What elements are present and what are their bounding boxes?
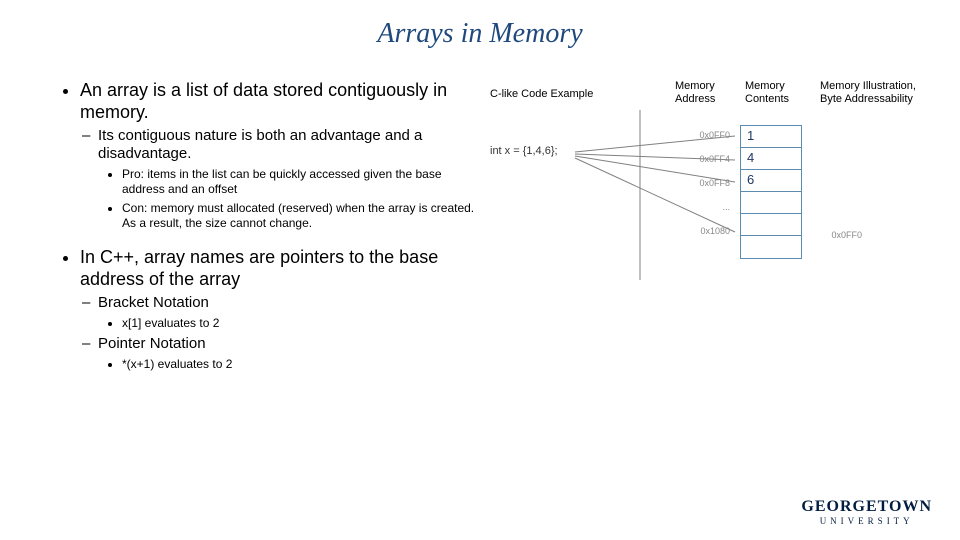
addr-2: 0x0FF8 bbox=[680, 178, 730, 188]
mem-cell-5 bbox=[741, 236, 801, 258]
mem-cell-3 bbox=[741, 192, 801, 214]
bullet-2: In C++, array names are pointers to the … bbox=[80, 247, 480, 372]
bullet-2-2-text: Pointer Notation bbox=[98, 335, 206, 352]
memory-table: 1 4 6 bbox=[740, 125, 802, 259]
bullet-2-1: Bracket Notation x[1] evaluates to 2 bbox=[98, 294, 480, 331]
georgetown-logo: GEORGETOWN UNIVERSITY bbox=[801, 499, 932, 526]
addr-0: 0x0FF0 bbox=[680, 130, 730, 140]
bullet-2-2-a: *(x+1) evaluates to 2 bbox=[122, 357, 480, 372]
bullet-2-2: Pointer Notation *(x+1) evaluates to 2 bbox=[98, 335, 480, 372]
mem-cell-1: 4 bbox=[741, 148, 801, 170]
addr-4: 0x1080 bbox=[680, 226, 730, 236]
header-memory-illustration: Memory Illustration, Byte Addressability bbox=[820, 80, 940, 106]
addr-1: 0x0FF4 bbox=[680, 154, 730, 164]
mem-cell-0: 1 bbox=[741, 126, 801, 148]
pointer-lines bbox=[480, 80, 940, 360]
bullet-2-1-a: x[1] evaluates to 2 bbox=[122, 316, 480, 331]
memory-diagram: C-like Code Example Memory Address Memor… bbox=[480, 80, 940, 360]
mem-cell-2: 6 bbox=[741, 170, 801, 192]
addr-3: ... bbox=[680, 202, 730, 212]
logo-line-1: GEORGETOWN bbox=[801, 499, 932, 515]
code-example: int x = {1,4,6}; bbox=[490, 145, 558, 157]
slide-title: Arrays in Memory bbox=[0, 0, 960, 60]
bullet-1-1-b: Con: memory must allocated (reserved) wh… bbox=[122, 201, 480, 231]
bullet-1-text: An array is a list of data stored contig… bbox=[80, 80, 447, 122]
content-area: An array is a list of data stored contig… bbox=[0, 60, 960, 376]
bullet-1-1: Its contiguous nature is both an advanta… bbox=[98, 127, 480, 231]
bullet-2-1-text: Bracket Notation bbox=[98, 294, 209, 311]
last-cell-pointer-value: 0x0FF0 bbox=[812, 230, 862, 240]
bullet-1: An array is a list of data stored contig… bbox=[80, 80, 480, 231]
bullet-2-text: In C++, array names are pointers to the … bbox=[80, 247, 438, 289]
header-memory-address: Memory Address bbox=[675, 80, 725, 106]
header-memory-contents: Memory Contents bbox=[745, 80, 800, 106]
header-code-example: C-like Code Example bbox=[490, 88, 593, 101]
bullet-1-1-text: Its contiguous nature is both an advanta… bbox=[98, 127, 422, 162]
diagram-column: C-like Code Example Memory Address Memor… bbox=[480, 80, 940, 376]
logo-line-2: UNIVERSITY bbox=[801, 517, 932, 526]
bullet-column: An array is a list of data stored contig… bbox=[20, 80, 480, 376]
bullet-1-1-a: Pro: items in the list can be quickly ac… bbox=[122, 167, 480, 197]
mem-cell-4 bbox=[741, 214, 801, 236]
